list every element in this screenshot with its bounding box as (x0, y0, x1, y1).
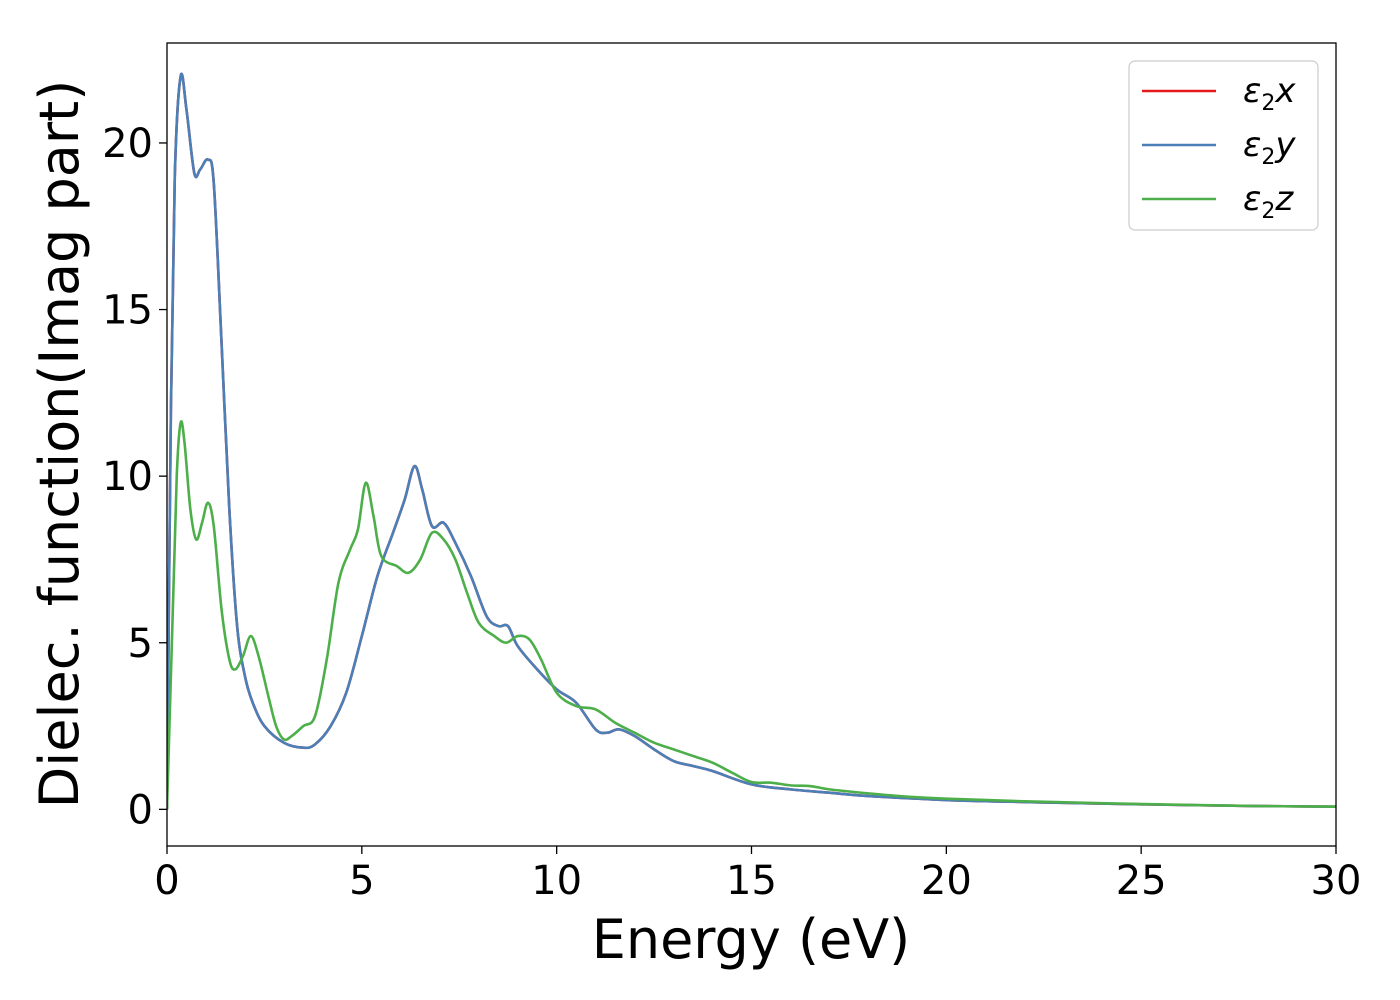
x-tick-label: 30 (1311, 858, 1362, 904)
y-tick-label: 10 (102, 454, 153, 500)
x-tick-label: 15 (726, 858, 777, 904)
y-tick-label: 20 (102, 121, 153, 167)
x-axis-label: Energy (eV) (592, 908, 911, 971)
series-lines (167, 72, 1336, 810)
x-tick-label: 20 (921, 858, 972, 904)
legend-label-y: ε2y (1243, 125, 1296, 170)
y-tick-label: 15 (102, 288, 153, 334)
x-axis-ticks: 0 5 10 15 20 25 30 (154, 846, 1361, 904)
y-tick-label: 5 (128, 621, 153, 667)
y-axis-label: Dielec. function(Imag part) (28, 80, 91, 809)
legend-label-z: ε2z (1243, 179, 1294, 224)
legend-label-x: ε2x (1243, 71, 1296, 116)
legend: ε2x ε2y ε2z (1128, 60, 1319, 231)
y-tick-label: 0 (128, 787, 153, 833)
x-tick-label: 10 (531, 858, 582, 904)
series-line-z (167, 420, 1336, 810)
x-tick-label: 5 (349, 858, 374, 904)
legend-box (1128, 60, 1319, 231)
x-tick-label: 25 (1116, 858, 1167, 904)
legend-items: ε2x ε2y ε2z (1142, 71, 1296, 224)
y-axis-ticks: 0 5 10 15 20 (102, 121, 167, 833)
series-line-y (167, 72, 1336, 810)
x-tick-label: 0 (154, 858, 179, 904)
